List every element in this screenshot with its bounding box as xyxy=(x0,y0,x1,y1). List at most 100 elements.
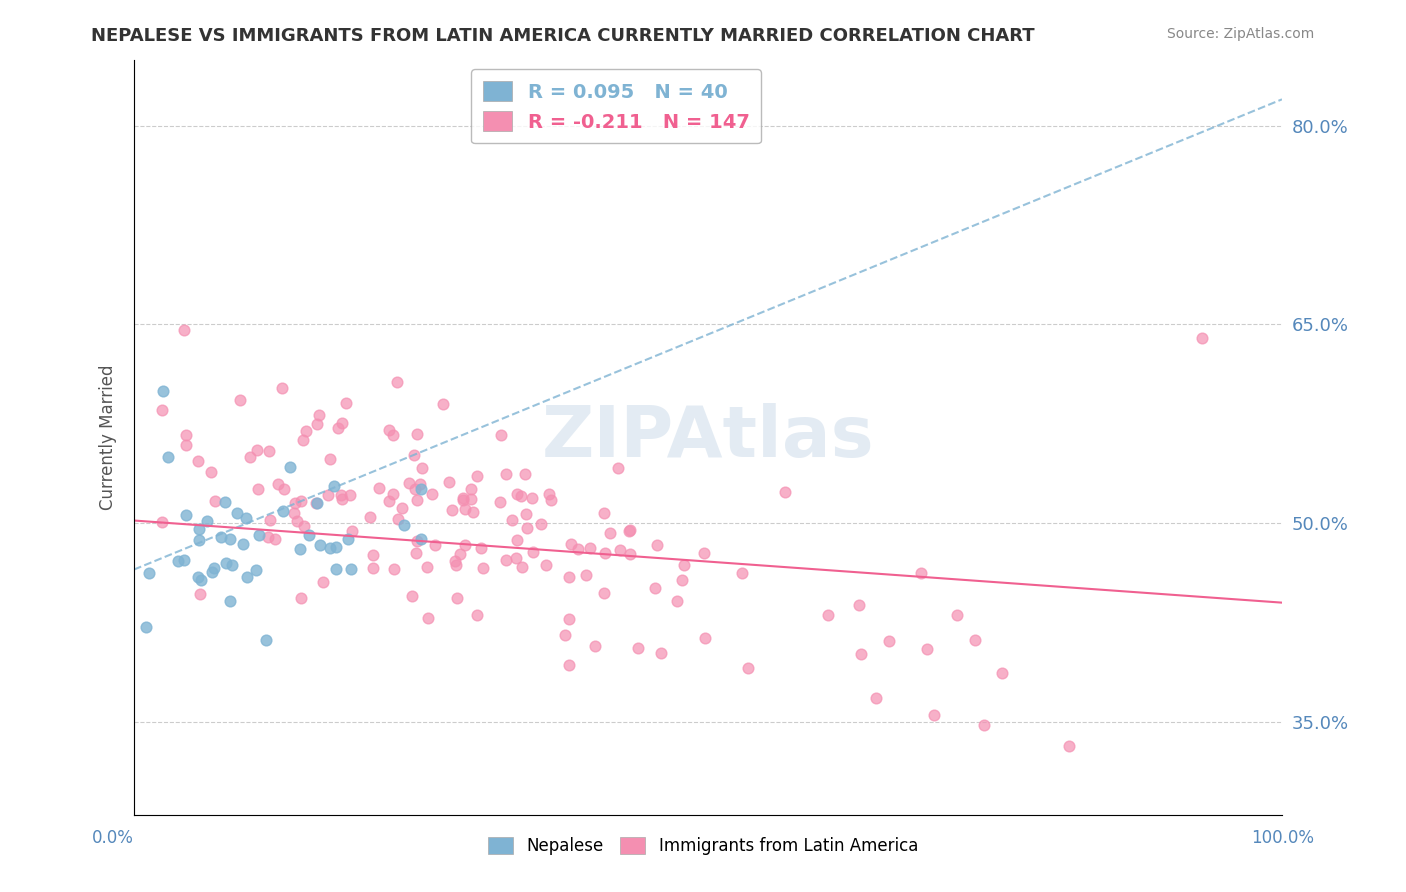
Point xyxy=(263,532,285,546)
Point xyxy=(645,538,668,552)
Point xyxy=(138,566,160,581)
Point xyxy=(150,515,173,529)
Point xyxy=(420,487,443,501)
Point xyxy=(134,619,156,633)
Point xyxy=(239,450,262,464)
Point xyxy=(505,551,527,566)
Point xyxy=(671,573,693,587)
Point xyxy=(174,438,197,452)
Point xyxy=(575,567,598,582)
Point xyxy=(522,545,544,559)
Point xyxy=(367,481,389,495)
Point xyxy=(449,547,471,561)
Point xyxy=(319,452,342,467)
Point xyxy=(298,528,321,542)
Point xyxy=(305,495,328,509)
Point xyxy=(453,538,475,552)
Point xyxy=(432,397,454,411)
Point xyxy=(325,562,347,576)
Legend: R = 0.095   N = 40, R = -0.211   N = 147: R = 0.095 N = 40, R = -0.211 N = 147 xyxy=(471,70,761,144)
Point xyxy=(609,542,631,557)
Point xyxy=(232,537,254,551)
Point xyxy=(593,506,616,520)
Point xyxy=(599,526,621,541)
Point xyxy=(515,507,537,521)
Point xyxy=(454,501,477,516)
Point xyxy=(229,392,252,407)
Point xyxy=(188,587,211,601)
Point xyxy=(214,495,236,509)
Point xyxy=(848,598,870,612)
Point xyxy=(444,554,467,568)
Y-axis label: Currently Married: Currently Married xyxy=(100,364,117,510)
Point xyxy=(319,541,342,555)
Point xyxy=(292,433,315,447)
Point xyxy=(235,569,257,583)
Text: NEPALESE VS IMMIGRANTS FROM LATIN AMERICA CURRENTLY MARRIED CORRELATION CHART: NEPALESE VS IMMIGRANTS FROM LATIN AMERIC… xyxy=(91,27,1035,45)
Legend: Nepalese, Immigrants from Latin America: Nepalese, Immigrants from Latin America xyxy=(481,830,925,862)
Point xyxy=(219,594,242,608)
Point xyxy=(340,524,363,538)
Text: 100.0%: 100.0% xyxy=(1251,829,1315,847)
Point xyxy=(378,493,401,508)
Point xyxy=(665,594,688,608)
Point xyxy=(152,384,174,398)
Point xyxy=(387,512,409,526)
Point xyxy=(626,640,648,655)
Point xyxy=(405,533,427,548)
Point xyxy=(693,545,716,559)
Point xyxy=(221,558,243,572)
Point xyxy=(441,503,464,517)
Point xyxy=(406,492,429,507)
Point xyxy=(219,532,242,546)
Point xyxy=(737,661,759,675)
Point xyxy=(567,542,589,557)
Point xyxy=(174,428,197,442)
Point xyxy=(284,496,307,510)
Point xyxy=(915,642,938,657)
Point xyxy=(322,478,344,492)
Text: 0.0%: 0.0% xyxy=(91,829,134,847)
Text: ZIPAtlas: ZIPAtlas xyxy=(541,402,875,472)
Point xyxy=(305,417,328,432)
Point xyxy=(325,541,347,555)
Point xyxy=(401,590,423,604)
Point xyxy=(617,524,640,538)
Point xyxy=(385,375,408,389)
Point xyxy=(377,423,399,437)
Point xyxy=(695,632,717,646)
Point xyxy=(290,591,312,605)
Point xyxy=(465,469,488,483)
Point xyxy=(392,517,415,532)
Point xyxy=(446,558,468,572)
Text: Source: ZipAtlas.com: Source: ZipAtlas.com xyxy=(1167,27,1315,41)
Point xyxy=(381,428,404,442)
Point xyxy=(187,454,209,468)
Point xyxy=(560,537,582,551)
Point xyxy=(1057,739,1080,753)
Point xyxy=(489,428,512,442)
Point xyxy=(209,530,232,544)
Point xyxy=(619,523,641,537)
Point xyxy=(540,493,562,508)
Point xyxy=(644,581,666,595)
Point xyxy=(312,574,335,589)
Point xyxy=(257,444,280,458)
Point xyxy=(461,505,484,519)
Point xyxy=(150,402,173,417)
Point xyxy=(188,533,211,547)
Point xyxy=(246,443,269,458)
Point xyxy=(249,527,271,541)
Point xyxy=(409,532,432,546)
Point xyxy=(530,517,553,532)
Point xyxy=(510,559,533,574)
Point xyxy=(672,558,695,573)
Point xyxy=(166,554,188,568)
Point xyxy=(391,501,413,516)
Point xyxy=(460,491,482,506)
Point xyxy=(201,566,224,580)
Point xyxy=(489,494,512,508)
Point xyxy=(465,608,488,623)
Point xyxy=(283,507,305,521)
Point xyxy=(174,508,197,523)
